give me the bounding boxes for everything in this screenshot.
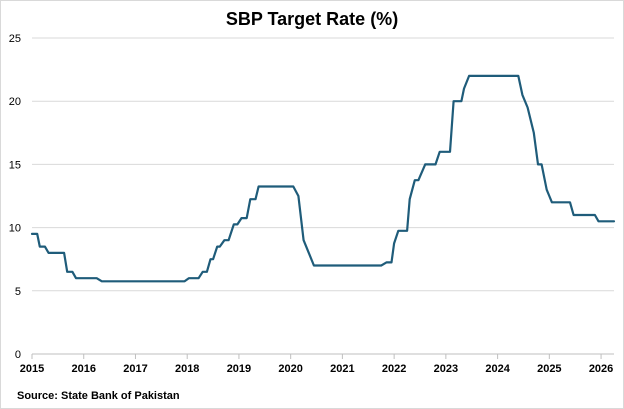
series-line-0 (30, 74, 616, 283)
x-tick-label: 2022 (382, 363, 406, 375)
series-layer (30, 74, 616, 283)
y-tick-label: 10 (9, 223, 21, 235)
y-tick-label: 0 (15, 349, 21, 361)
x-tick-label: 2019 (227, 363, 251, 375)
y-tick-label: 15 (9, 159, 21, 171)
x-tick-label: 2020 (278, 363, 302, 375)
chart-title: SBP Target Rate (%) (225, 9, 399, 29)
x-tick-label: 2025 (537, 363, 561, 375)
x-tick-label: 2015 (20, 363, 44, 375)
x-tick-label: 2021 (330, 363, 354, 375)
x-tick-label: 2026 (589, 363, 613, 375)
x-tick-label: 2023 (434, 363, 458, 375)
x-tick-label: 2016 (71, 363, 95, 375)
y-tick-label: 5 (15, 286, 21, 298)
y-tick-label: 25 (9, 33, 21, 45)
x-tick-label: 2018 (175, 363, 199, 375)
x-tick-label: 2024 (485, 363, 510, 375)
axes (31, 353, 614, 359)
y-tick-label: 20 (9, 96, 21, 108)
source-note: Source: State Bank of Pakistan (17, 390, 180, 402)
gridlines (32, 37, 614, 292)
x-tick-label: 2017 (123, 363, 147, 375)
